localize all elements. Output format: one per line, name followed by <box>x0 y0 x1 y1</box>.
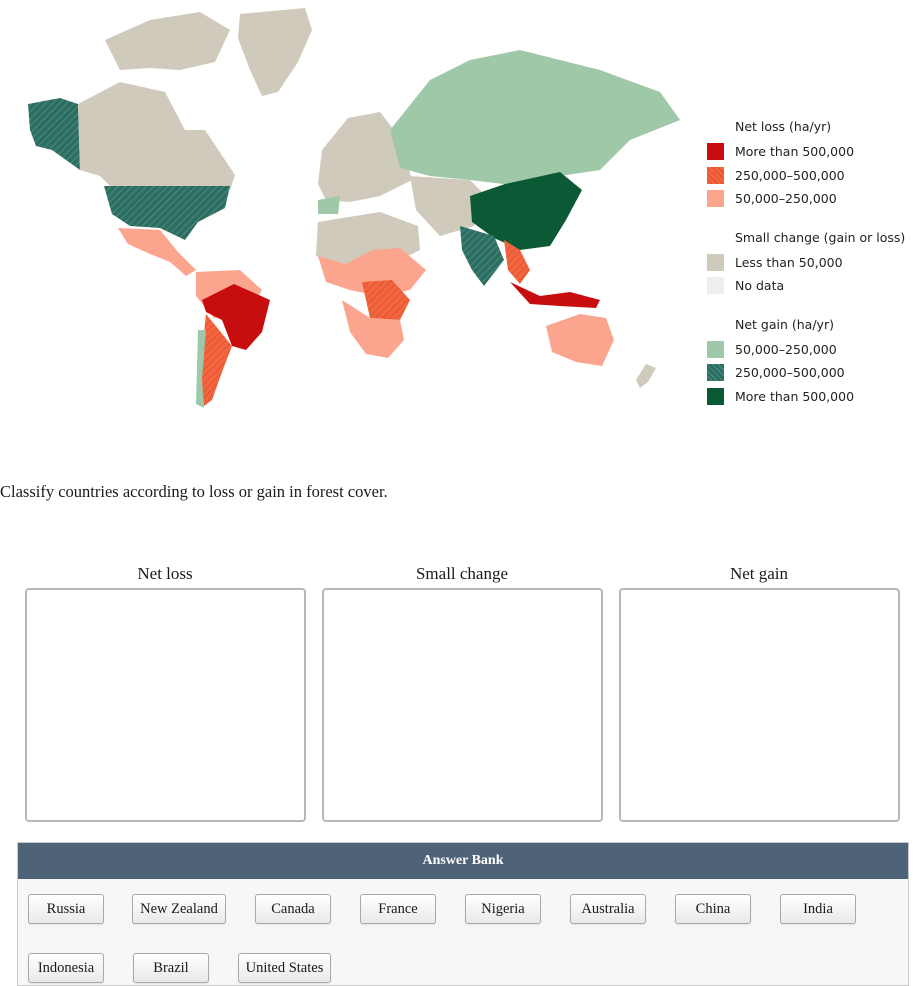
legend-swatch <box>707 387 724 405</box>
legend-swatch <box>707 277 724 295</box>
region-greenland <box>238 8 312 96</box>
region-india <box>460 226 504 286</box>
world-map <box>28 8 680 408</box>
legend-item-loss-mid: 250,000–500,000 <box>707 164 907 188</box>
answer-chip-brazil[interactable]: Brazil <box>133 953 209 983</box>
region-arctic-islands <box>105 12 230 70</box>
region-central-asia <box>410 176 486 236</box>
region-europe <box>318 112 412 202</box>
legend-swatch <box>707 143 724 161</box>
region-china <box>470 172 582 250</box>
answer-chip-indonesia[interactable]: Indonesia <box>28 953 104 983</box>
legend-swatch <box>707 253 724 271</box>
legend-label: 250,000–500,000 <box>735 365 845 381</box>
legend-label: 50,000–250,000 <box>735 341 837 357</box>
legend-swatch <box>707 166 724 184</box>
forest-change-map: Net loss (ha/yr) More than 500,000 250,0… <box>0 0 913 430</box>
region-africa-central <box>362 280 410 320</box>
legend-item-gain-low: 50,000–250,000 <box>707 338 907 362</box>
legend-label: No data <box>735 278 785 294</box>
legend-item-loss-low: 50,000–250,000 <box>707 187 907 211</box>
answer-chip-new-zealand[interactable]: New Zealand <box>132 894 226 924</box>
answer-chip-russia[interactable]: Russia <box>28 894 104 924</box>
legend-item-gain-high: More than 500,000 <box>707 385 907 409</box>
region-usa <box>104 186 230 240</box>
bin-label-small-change: Small change <box>415 564 509 583</box>
region-russia <box>390 50 680 186</box>
region-indonesia <box>510 282 600 308</box>
region-new-zealand <box>636 364 656 388</box>
legend-gain-heading: Net gain (ha/yr) <box>735 316 834 332</box>
region-mexico <box>118 228 196 276</box>
region-africa-south <box>342 300 404 358</box>
region-chile <box>196 330 206 408</box>
region-brazil <box>202 284 270 350</box>
answer-chip-nigeria[interactable]: Nigeria <box>465 894 541 924</box>
legend-item-gain-mid: 250,000–500,000 <box>707 361 907 385</box>
legend-item-small: Less than 50,000 <box>707 251 907 275</box>
legend-small-heading: Small change (gain or loss) <box>735 229 906 245</box>
bin-label-net-gain: Net gain <box>729 564 789 583</box>
legend-label: More than 500,000 <box>735 144 855 160</box>
answer-chip-india[interactable]: India <box>780 894 856 924</box>
region-alaska <box>28 98 80 170</box>
answer-chip-australia[interactable]: Australia <box>570 894 646 924</box>
drop-zone-net-gain[interactable] <box>619 588 900 822</box>
answer-bank-title: Answer Bank <box>18 843 908 879</box>
region-australia <box>546 314 614 366</box>
legend-item-loss-high: More than 500,000 <box>707 140 907 164</box>
answer-chip-china[interactable]: China <box>675 894 751 924</box>
answer-chip-united-states[interactable]: United States <box>238 953 331 983</box>
bin-label-net-loss: Net loss <box>137 564 193 583</box>
map-legend: Net loss (ha/yr) More than 500,000 250,0… <box>707 118 907 408</box>
region-southeast-asia <box>504 240 530 284</box>
legend-label: More than 500,000 <box>735 388 855 404</box>
region-africa-west <box>318 248 426 296</box>
region-argentina <box>200 314 232 406</box>
legend-label: 50,000–250,000 <box>735 191 837 207</box>
legend-swatch <box>707 190 724 208</box>
answer-chip-france[interactable]: France <box>360 894 436 924</box>
legend-loss-heading: Net loss (ha/yr) <box>735 119 832 134</box>
legend-item-no-data: No data <box>707 274 907 298</box>
answer-bank: Answer Bank Russia New Zealand Canada Fr… <box>17 842 909 986</box>
region-spain <box>318 196 340 214</box>
drop-zone-small-change[interactable] <box>322 588 603 822</box>
legend-label: Less than 50,000 <box>735 254 843 270</box>
question-prompt: Classify countries according to loss or … <box>0 482 388 501</box>
legend-swatch <box>707 340 724 358</box>
legend-label: 250,000–500,000 <box>735 167 845 183</box>
answer-chip-canada[interactable]: Canada <box>255 894 331 924</box>
drop-zone-net-loss[interactable] <box>25 588 306 822</box>
region-canada <box>78 82 235 190</box>
legend-swatch <box>707 364 724 382</box>
